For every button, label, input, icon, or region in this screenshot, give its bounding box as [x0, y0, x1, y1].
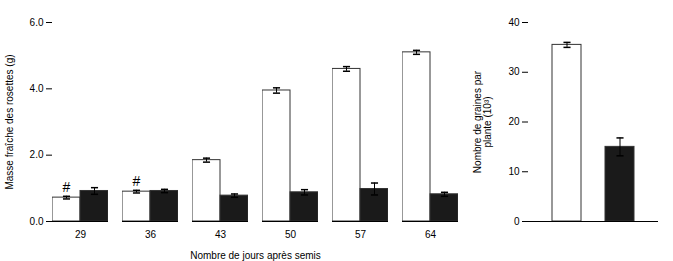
svg-text:57: 57 — [355, 229, 367, 240]
svg-text:43: 43 — [215, 229, 227, 240]
svg-text:#: # — [63, 179, 71, 195]
svg-text:#: # — [133, 173, 141, 189]
svg-text:Masse fraîche des rosettes (g): Masse fraîche des rosettes (g) — [4, 54, 15, 189]
svg-text:30: 30 — [508, 66, 520, 77]
svg-text:Nombre de graines parplante (1: Nombre de graines parplante (10³) — [472, 70, 493, 173]
svg-text:0.0: 0.0 — [30, 216, 44, 227]
svg-text:20: 20 — [508, 116, 520, 127]
svg-text:36: 36 — [145, 229, 157, 240]
svg-text:4.0: 4.0 — [30, 83, 44, 94]
svg-text:Nombre de jours après semis: Nombre de jours après semis — [190, 250, 321, 261]
svg-text:64: 64 — [425, 229, 437, 240]
svg-text:10: 10 — [508, 166, 520, 177]
svg-text:2.0: 2.0 — [30, 149, 44, 160]
svg-text:6.0: 6.0 — [30, 17, 44, 28]
svg-text:50: 50 — [285, 229, 297, 240]
svg-text:29: 29 — [75, 229, 87, 240]
svg-text:40: 40 — [508, 17, 520, 28]
svg-text:0: 0 — [514, 216, 520, 227]
